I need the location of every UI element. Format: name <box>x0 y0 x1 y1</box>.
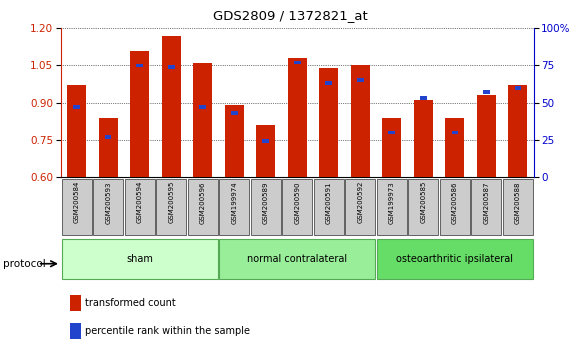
Bar <box>445 118 464 177</box>
Bar <box>262 139 269 143</box>
Text: sham: sham <box>126 254 153 264</box>
Text: GSM200589: GSM200589 <box>263 181 269 223</box>
Bar <box>256 125 275 177</box>
Text: GSM200595: GSM200595 <box>168 181 174 223</box>
Bar <box>440 179 470 235</box>
Text: GSM200585: GSM200585 <box>420 181 426 223</box>
Bar <box>320 68 338 177</box>
Bar <box>156 179 186 235</box>
Bar <box>325 81 332 85</box>
Bar <box>70 323 81 339</box>
Text: GDS2809 / 1372821_at: GDS2809 / 1372821_at <box>213 9 367 22</box>
Text: GSM200588: GSM200588 <box>515 181 521 223</box>
Bar <box>70 295 81 311</box>
Bar <box>509 85 527 177</box>
Bar <box>73 105 80 109</box>
Bar <box>414 100 433 177</box>
Bar <box>294 61 300 64</box>
Text: percentile rank within the sample: percentile rank within the sample <box>85 326 251 336</box>
Bar <box>357 79 364 82</box>
Bar <box>483 90 490 94</box>
Bar <box>61 179 92 235</box>
Bar <box>193 63 212 177</box>
Bar <box>225 105 244 177</box>
Text: normal contralateral: normal contralateral <box>247 254 347 264</box>
Text: protocol: protocol <box>3 259 46 269</box>
Bar <box>477 95 496 177</box>
Bar <box>219 179 249 235</box>
Text: GSM200593: GSM200593 <box>105 181 111 223</box>
Bar <box>408 179 438 235</box>
Text: GSM200591: GSM200591 <box>326 181 332 223</box>
Text: GSM200584: GSM200584 <box>74 181 79 223</box>
Bar <box>125 179 155 235</box>
Bar <box>288 58 307 177</box>
Bar <box>93 179 124 235</box>
Bar <box>514 86 521 90</box>
Bar <box>168 65 175 69</box>
Bar <box>282 179 313 235</box>
Bar <box>314 179 344 235</box>
Bar <box>420 96 427 100</box>
Text: GSM200596: GSM200596 <box>200 181 206 223</box>
Bar <box>345 179 375 235</box>
Bar <box>382 118 401 177</box>
Bar <box>200 105 206 109</box>
Bar <box>503 179 533 235</box>
Bar <box>105 135 111 139</box>
Bar <box>471 179 502 235</box>
Text: GSM200586: GSM200586 <box>452 181 458 223</box>
Text: transformed count: transformed count <box>85 298 176 308</box>
Text: GSM200590: GSM200590 <box>294 181 300 223</box>
Bar <box>251 179 281 235</box>
Text: GSM199974: GSM199974 <box>231 181 237 224</box>
Bar <box>231 111 238 115</box>
Bar <box>162 36 180 177</box>
Bar <box>376 239 533 279</box>
Bar <box>187 179 218 235</box>
Bar <box>389 131 395 134</box>
Text: GSM200592: GSM200592 <box>357 181 363 223</box>
Text: osteoarthritic ipsilateral: osteoarthritic ipsilateral <box>396 254 513 264</box>
Bar <box>99 118 118 177</box>
Bar <box>351 65 369 177</box>
Bar <box>376 179 407 235</box>
Bar <box>451 131 458 134</box>
Bar <box>67 85 86 177</box>
Text: GSM200594: GSM200594 <box>137 181 143 223</box>
Bar <box>130 51 149 177</box>
Bar <box>136 64 143 67</box>
Bar <box>61 239 218 279</box>
Text: GSM199973: GSM199973 <box>389 181 395 224</box>
Text: GSM200587: GSM200587 <box>483 181 490 223</box>
Bar <box>219 239 375 279</box>
